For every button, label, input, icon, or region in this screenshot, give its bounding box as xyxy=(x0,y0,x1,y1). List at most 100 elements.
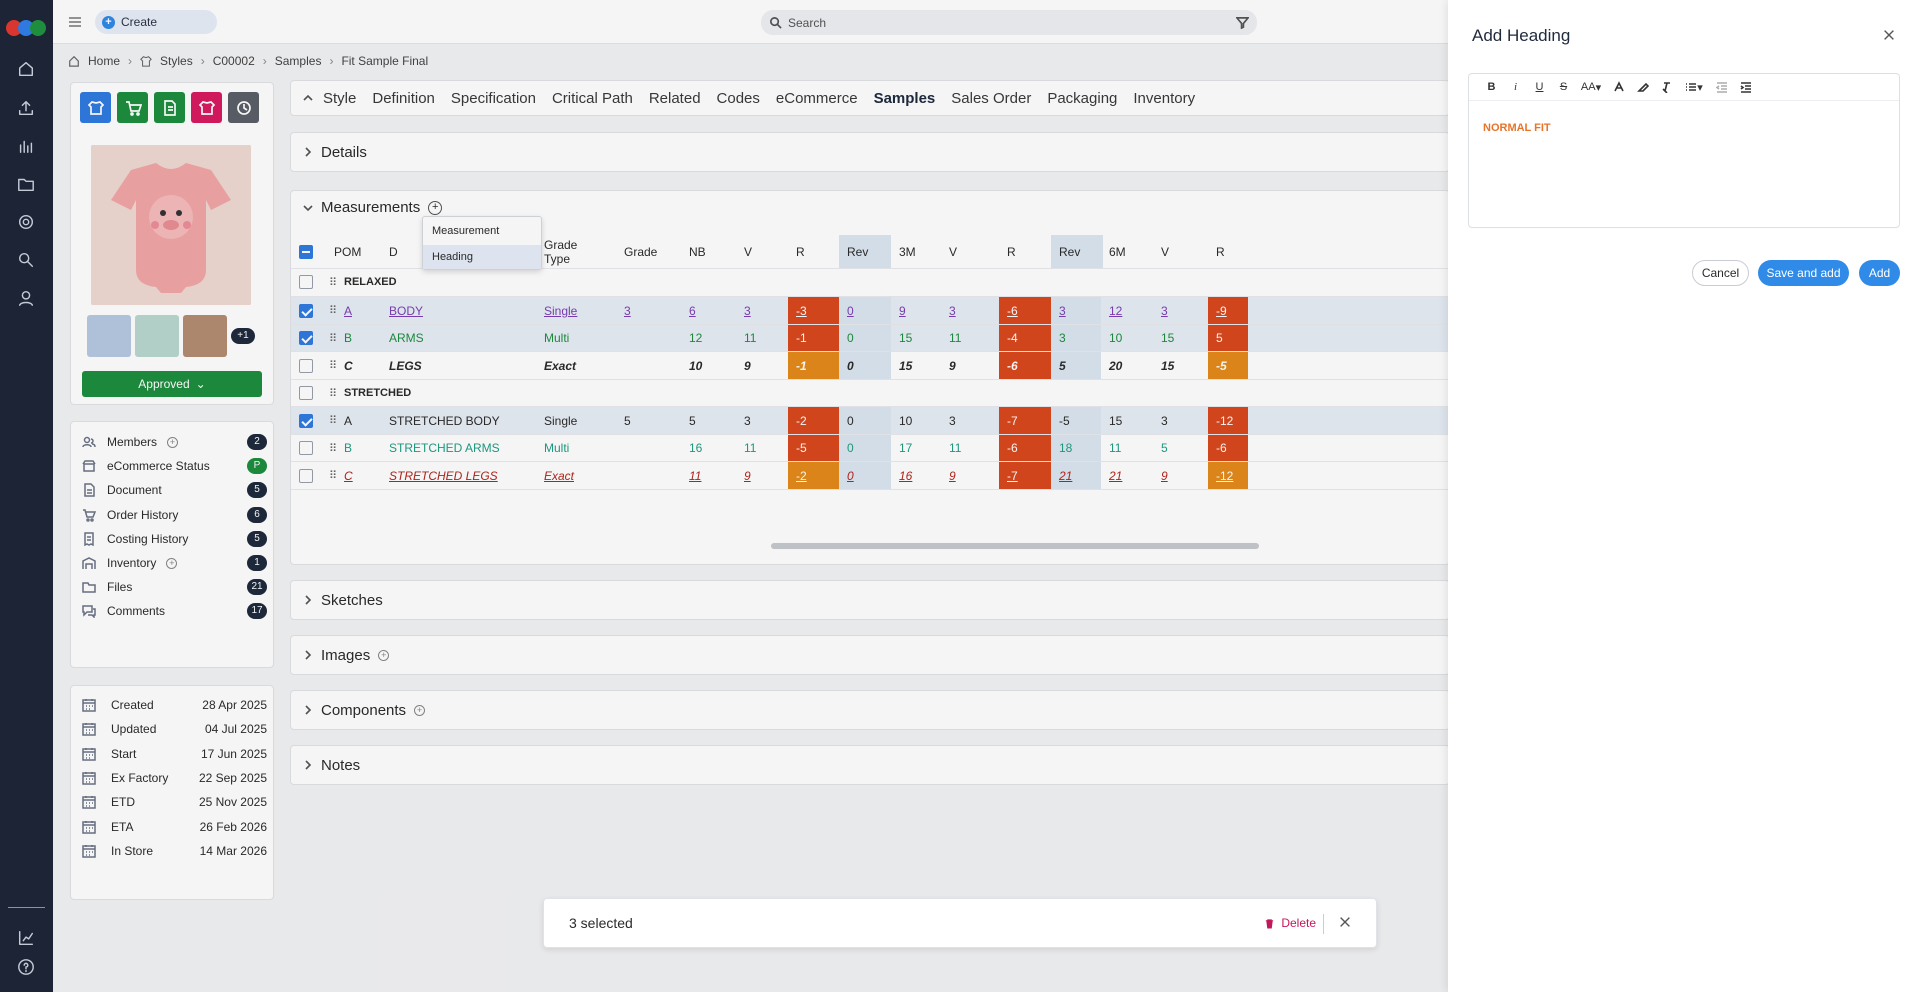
sidebar-item-files[interactable]: Files 21 xyxy=(81,577,267,597)
measurement-cell[interactable]: -7 xyxy=(999,407,1051,434)
grade-type[interactable]: Exact xyxy=(544,468,575,483)
help-icon[interactable] xyxy=(14,955,38,979)
tab-codes[interactable]: Codes xyxy=(716,89,760,107)
select-all-checkbox[interactable] xyxy=(299,244,313,259)
measurement-cell[interactable]: -3 xyxy=(788,297,839,324)
pom-description[interactable]: ARMS xyxy=(389,331,424,345)
status-dropdown[interactable]: Approved ⌄ xyxy=(82,371,262,397)
save-and-add-button[interactable]: Save and add xyxy=(1758,260,1849,286)
measurement-cell[interactable]: 16 xyxy=(689,441,703,455)
measurement-cell[interactable]: -12 xyxy=(1208,407,1248,434)
cancel-button[interactable]: Cancel xyxy=(1692,260,1749,286)
row-checkbox[interactable] xyxy=(299,331,313,345)
measurement-cell[interactable]: 11 xyxy=(949,441,962,455)
tab-critical-path[interactable]: Critical Path xyxy=(551,89,633,107)
table-row[interactable]: ⠿ B STRETCHED ARMS Multi 16 11 -5 0 17 11 -6 18 11 5-… xyxy=(291,435,1449,462)
measurement-cell[interactable]: 15 xyxy=(1161,331,1175,345)
measurement-cell[interactable]: 3 xyxy=(1161,303,1168,318)
breadcrumb-samples[interactable]: Samples xyxy=(274,54,322,68)
breadcrumb-home[interactable]: Home xyxy=(88,54,121,68)
measurement-cell[interactable]: 9 xyxy=(899,303,906,318)
add-to-cart-tool-icon[interactable] xyxy=(117,92,148,123)
table-row[interactable]: ⠿ C STRETCHED LEGS Exact 11 9 -2 0 16 9 -7 21 21 9 -12 xyxy=(291,462,1449,490)
editor-content[interactable]: NORMAL FIT xyxy=(1483,122,1551,134)
pom-description[interactable]: LEGS xyxy=(389,358,422,373)
measurement-cell[interactable]: -1 xyxy=(788,352,839,379)
column-header[interactable]: Rev xyxy=(839,235,891,268)
measurement-cell[interactable]: 0 xyxy=(839,297,891,324)
tab-specification[interactable]: Specification xyxy=(450,89,536,107)
measurement-cell[interactable]: 10 xyxy=(899,413,913,428)
tab-inventory[interactable]: Inventory xyxy=(1133,89,1196,107)
sidebar-item-document[interactable]: Document 5 xyxy=(81,480,267,500)
measurement-cell[interactable]: 6 xyxy=(689,303,696,318)
add-component-icon[interactable]: + xyxy=(414,704,426,716)
pom-description[interactable]: STRETCHED BODY xyxy=(389,413,500,428)
tab-style[interactable]: Style xyxy=(323,89,357,107)
measurement-cell[interactable]: 5 xyxy=(1208,325,1248,351)
strikethrough-icon[interactable]: S xyxy=(1559,81,1568,93)
measurement-cell[interactable]: 5 xyxy=(1161,441,1168,455)
text-color-icon[interactable] xyxy=(1610,79,1627,96)
upload-icon[interactable] xyxy=(14,96,38,120)
row-checkbox[interactable] xyxy=(299,441,313,455)
sidebar-item-inventory[interactable]: Inventory +1 xyxy=(81,553,267,573)
font-size-icon[interactable]: AA ▾ xyxy=(1580,81,1602,94)
measurement-cell[interactable]: 11 xyxy=(689,468,702,483)
measurement-cell[interactable]: 15 xyxy=(1161,358,1175,373)
measurement-cell[interactable]: 18 xyxy=(1051,435,1101,461)
sidebar-item-members[interactable]: Members +2 xyxy=(81,432,267,452)
add-button[interactable]: Add xyxy=(1859,260,1900,286)
thumbnail-image[interactable] xyxy=(87,315,131,357)
measurement-cell[interactable]: 21 xyxy=(1109,468,1123,483)
add-icon[interactable]: + xyxy=(167,436,179,448)
measurement-cell[interactable]: 15 xyxy=(899,331,913,345)
measurements-header[interactable]: Measurements + xyxy=(303,199,443,216)
table-row[interactable]: ⠿ A BODY Single 3 6 3 -3 0 9 3 -6 3 12 3 -9 xyxy=(291,297,1449,325)
measurement-cell[interactable]: -12 xyxy=(1208,462,1248,489)
measurement-cell[interactable]: 11 xyxy=(744,331,757,345)
column-header[interactable]: Rev xyxy=(1051,235,1103,268)
column-header[interactable]: R xyxy=(1007,244,1016,259)
sidebar-item-ecommerce-status[interactable]: eCommerce Status P xyxy=(81,456,267,476)
column-header[interactable]: POM xyxy=(334,244,362,259)
home-icon[interactable] xyxy=(14,57,38,81)
table-row[interactable]: ⠿ C LEGS Exact 10 9 -1 0 15 9 -6 5 20 15 -5 xyxy=(291,352,1449,380)
measurement-cell[interactable]: -4 xyxy=(999,325,1051,351)
thumbnail-image[interactable] xyxy=(135,315,179,357)
app-logo[interactable] xyxy=(6,20,48,36)
column-header[interactable]: 3M xyxy=(899,244,916,259)
column-header[interactable]: V xyxy=(1161,244,1170,259)
chart-icon[interactable] xyxy=(14,134,38,158)
measurement-cell[interactable]: 5 xyxy=(1051,352,1101,379)
rich-text-editor[interactable]: B i U S AA ▾ ▾ NORMAL FIT xyxy=(1468,73,1900,228)
sketches-section[interactable]: Sketches xyxy=(290,580,1450,620)
measurement-cell[interactable]: -5 xyxy=(788,435,839,461)
measurement-cell[interactable]: 21 xyxy=(1051,462,1101,489)
tab-packaging[interactable]: Packaging xyxy=(1047,89,1118,107)
column-header[interactable]: Grade xyxy=(624,244,658,259)
delete-button[interactable]: Delete xyxy=(1264,916,1316,930)
breadcrumb-styles[interactable]: Styles xyxy=(160,54,193,68)
grade-value[interactable] xyxy=(616,435,624,461)
row-checkbox[interactable] xyxy=(299,413,313,428)
pom-code[interactable]: A xyxy=(344,303,353,318)
measurement-cell[interactable]: -6 xyxy=(999,352,1051,379)
sidebar-item-comments[interactable]: Comments 17 xyxy=(81,601,267,621)
breadcrumb-style-code[interactable]: C00002 xyxy=(212,54,255,68)
thumbnail-image[interactable] xyxy=(183,315,227,357)
measurement-cell[interactable]: -6 xyxy=(999,435,1051,461)
sidebar-item-order-history[interactable]: Order History 6 xyxy=(81,505,267,525)
measurement-cell[interactable]: 0 xyxy=(839,462,891,489)
drag-handle-icon[interactable]: ⠿ xyxy=(329,276,337,289)
measurement-cell[interactable]: 12 xyxy=(689,331,703,345)
grade-value[interactable] xyxy=(616,462,624,489)
measurement-cell[interactable]: 3 xyxy=(744,413,751,428)
hamburger-menu-icon[interactable] xyxy=(65,12,85,32)
measurement-cell[interactable]: 17 xyxy=(899,441,913,455)
horizontal-scrollbar[interactable] xyxy=(771,543,1259,549)
measurement-cell[interactable]: -5 xyxy=(1051,407,1101,434)
column-header[interactable]: V xyxy=(744,244,753,259)
table-row[interactable]: ⠿ B ARMS Multi 12 11 -1 0 15 11 -4 3 10 15 5 xyxy=(291,325,1449,352)
tab-ecommerce[interactable]: eCommerce xyxy=(775,89,858,107)
